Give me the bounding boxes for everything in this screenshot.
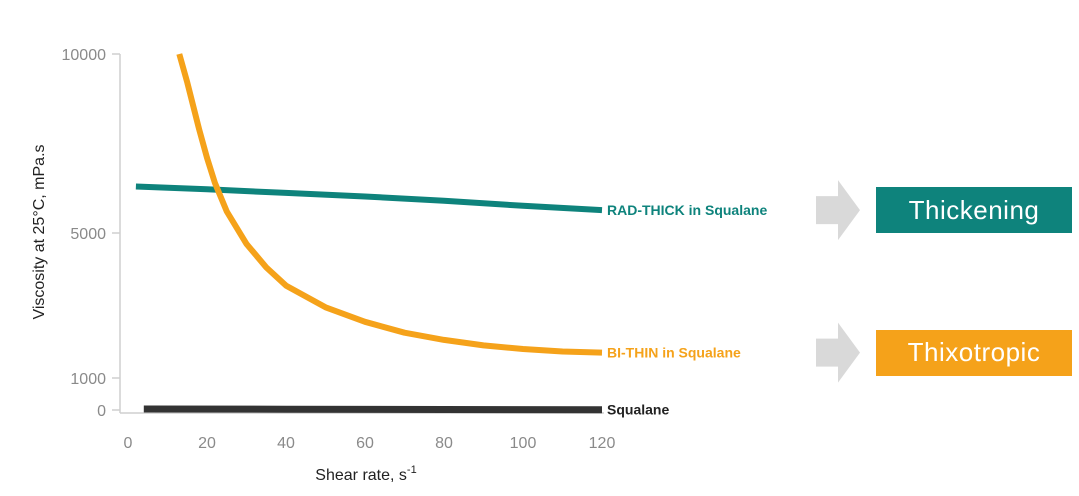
callout-thixotropic: Thixotropic — [876, 329, 1072, 376]
x-tick-label: 60 — [356, 435, 374, 452]
x-tick-label: 120 — [589, 435, 616, 452]
series-label-1: RAD-THICK in Squalane — [607, 202, 767, 218]
x-axis-title: Shear rate, s-1 — [315, 464, 416, 484]
callout-arrow-1 — [816, 180, 860, 241]
series-layer — [135, 53, 603, 414]
y-tick-label: 5000 — [70, 226, 106, 243]
series-line-3 — [143, 405, 603, 414]
y-axis-title: Viscosity at 25°C, mPa.s — [31, 144, 48, 319]
x-tick-label: 0 — [124, 435, 133, 452]
series-line-2 — [176, 53, 603, 356]
y-tick-label: 10000 — [62, 47, 107, 64]
y-tick-label: 1000 — [70, 371, 106, 388]
callout-arrow-2 — [816, 322, 860, 383]
series-line-1 — [135, 183, 603, 214]
series-label-2: BI-THIN in Squalane — [607, 345, 741, 361]
x-axis-title-superscript: -1 — [407, 464, 417, 476]
x-tick-label: 40 — [277, 435, 295, 452]
x-tick-label: 100 — [510, 435, 537, 452]
x-tick-label: 20 — [198, 435, 216, 452]
series-labels: RAD-THICK in Squalane BI-THIN in Squalane… — [607, 202, 767, 418]
callout-arrows — [816, 180, 860, 383]
x-axis-title-text: Shear rate, s — [315, 467, 407, 484]
series-label-3: Squalane — [607, 402, 669, 418]
callout-thickening: Thickening — [876, 187, 1072, 234]
x-tick-label: 80 — [435, 435, 453, 452]
y-tick-label: 0 — [97, 403, 106, 420]
